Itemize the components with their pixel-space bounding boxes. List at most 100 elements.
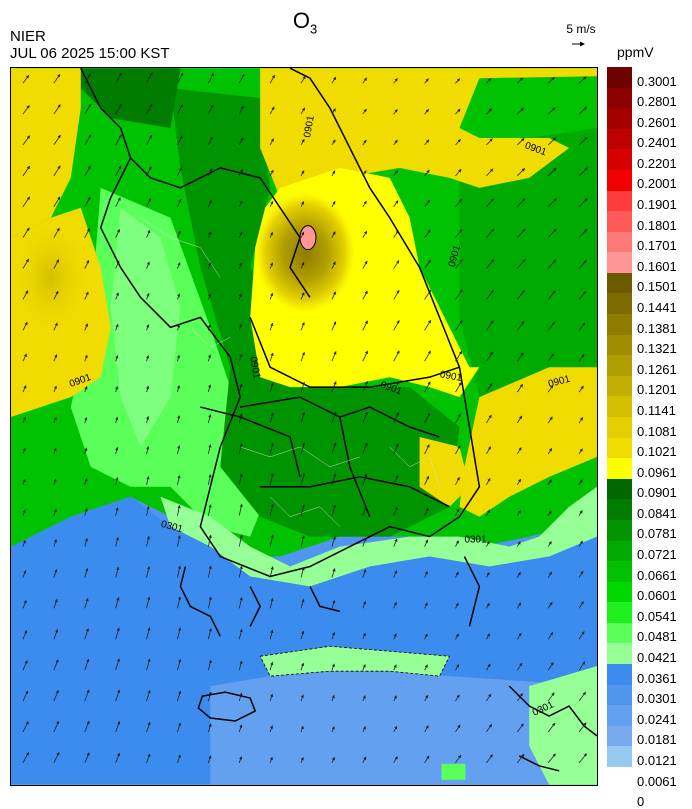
wind-arrow xyxy=(177,230,181,238)
wind-arrow xyxy=(146,658,151,671)
wind-arrow xyxy=(84,354,88,362)
wind-arrow xyxy=(177,135,183,146)
wind-arrow xyxy=(207,136,213,146)
legend-swatch xyxy=(607,149,632,171)
wind-arrow xyxy=(84,228,90,238)
wind-arrow xyxy=(84,447,88,455)
wind-arrow xyxy=(424,412,431,424)
wind-arrow xyxy=(547,447,553,455)
legend-level-label: 0.0241 xyxy=(637,711,677,727)
wind-arrow xyxy=(146,535,150,547)
yellow-south-east xyxy=(459,367,597,517)
wind-arrow xyxy=(331,411,337,424)
wind-arrow xyxy=(177,262,181,269)
wind-arrow xyxy=(578,417,584,424)
wind-arrow xyxy=(238,724,243,733)
wind-arrow xyxy=(393,380,400,393)
wind-arrow xyxy=(362,442,368,455)
legend-swatch xyxy=(607,355,632,377)
legend-swatch xyxy=(607,334,632,356)
wind-arrow xyxy=(238,413,243,424)
wind-arrow xyxy=(207,73,214,84)
wind-arrow xyxy=(578,479,583,486)
south-coast-light-band xyxy=(160,486,597,587)
wind-arrow xyxy=(115,165,122,177)
wind-arrow xyxy=(207,628,212,640)
wind-arrow xyxy=(177,504,181,516)
wind-arrow xyxy=(486,663,491,671)
wind-arrow xyxy=(146,292,150,300)
wind-arrow xyxy=(115,477,119,485)
wind-arrow xyxy=(455,108,461,115)
wind-arrow xyxy=(300,411,306,424)
wind-arrow xyxy=(455,540,459,547)
wind-arrow xyxy=(578,106,588,115)
wind-arrow xyxy=(362,726,366,733)
wind-arrow xyxy=(393,695,397,702)
wind-arrow xyxy=(486,540,490,547)
wind-arrow xyxy=(578,291,587,300)
wind-arrow xyxy=(547,479,552,486)
legend-swatch xyxy=(607,458,632,480)
wind-arrow xyxy=(53,354,58,362)
wind-arrow xyxy=(393,139,398,146)
wind-arrow xyxy=(238,660,243,671)
legend-level-label: 0.1141 xyxy=(637,402,676,418)
wind-arrow xyxy=(331,726,335,733)
wind-arrow xyxy=(53,290,59,300)
wind-arrow xyxy=(177,198,182,207)
wind-arrow xyxy=(578,197,588,208)
wind-arrow xyxy=(22,721,29,733)
wind-arrow xyxy=(424,602,428,609)
legend-level-label: 0.1441 xyxy=(637,299,677,315)
wind-arrow xyxy=(22,196,30,207)
wind-arrow xyxy=(300,694,304,702)
wind-arrow xyxy=(53,508,57,516)
legend-level-label: 0.3001 xyxy=(637,73,677,89)
wind-arrow xyxy=(516,415,523,424)
wind-arrow xyxy=(53,134,61,146)
wind-arrow xyxy=(269,472,274,485)
wind-arrow xyxy=(300,201,305,207)
wind-arrow xyxy=(516,289,525,300)
wind-arrow xyxy=(578,722,587,733)
ozone-map: 0901 0901 0901 0901 0901 0901 0901 0901 … xyxy=(10,67,598,786)
wind-arrow xyxy=(84,689,90,702)
wind-arrow xyxy=(115,446,119,455)
legend-level-label: 0.1801 xyxy=(637,217,677,233)
wind-arrow xyxy=(146,385,150,393)
wind-arrow xyxy=(424,475,430,485)
wind-arrow xyxy=(393,601,397,609)
wind-arrow xyxy=(146,198,151,207)
wind-arrow xyxy=(331,568,336,578)
legend-level-label: 0.0481 xyxy=(637,629,677,645)
wind-arrow xyxy=(424,444,430,455)
wind-arrow xyxy=(455,633,459,640)
wind-arrow xyxy=(238,200,243,207)
wind-arrow xyxy=(22,660,28,671)
legend-level-label: 0.1261 xyxy=(637,361,677,377)
wind-arrow xyxy=(238,262,242,269)
wind-arrow xyxy=(516,198,526,208)
wind-arrow xyxy=(53,629,59,640)
wind-arrow xyxy=(207,168,213,177)
wind-arrow xyxy=(362,380,368,393)
legend-level-label: 0.2401 xyxy=(637,135,677,151)
legend-level-label: 0.0841 xyxy=(637,505,677,521)
legend-swatch xyxy=(607,272,632,294)
wind-arrow xyxy=(486,477,491,485)
wind-arrow xyxy=(455,602,459,609)
contour-label: 0901 xyxy=(439,369,463,384)
wind-arrow xyxy=(115,752,120,764)
wind-arrow xyxy=(146,689,151,702)
wind-arrow xyxy=(146,103,153,115)
wind-arrow xyxy=(547,601,553,609)
wind-arrow xyxy=(516,602,522,609)
wind-arrow xyxy=(455,508,460,516)
wind-arrow xyxy=(424,664,428,671)
wind-arrow xyxy=(22,165,31,177)
legend-swatch xyxy=(607,128,632,150)
wind-arrow xyxy=(207,231,212,238)
wind-arrow xyxy=(516,723,524,733)
wind-arrow xyxy=(269,352,274,362)
